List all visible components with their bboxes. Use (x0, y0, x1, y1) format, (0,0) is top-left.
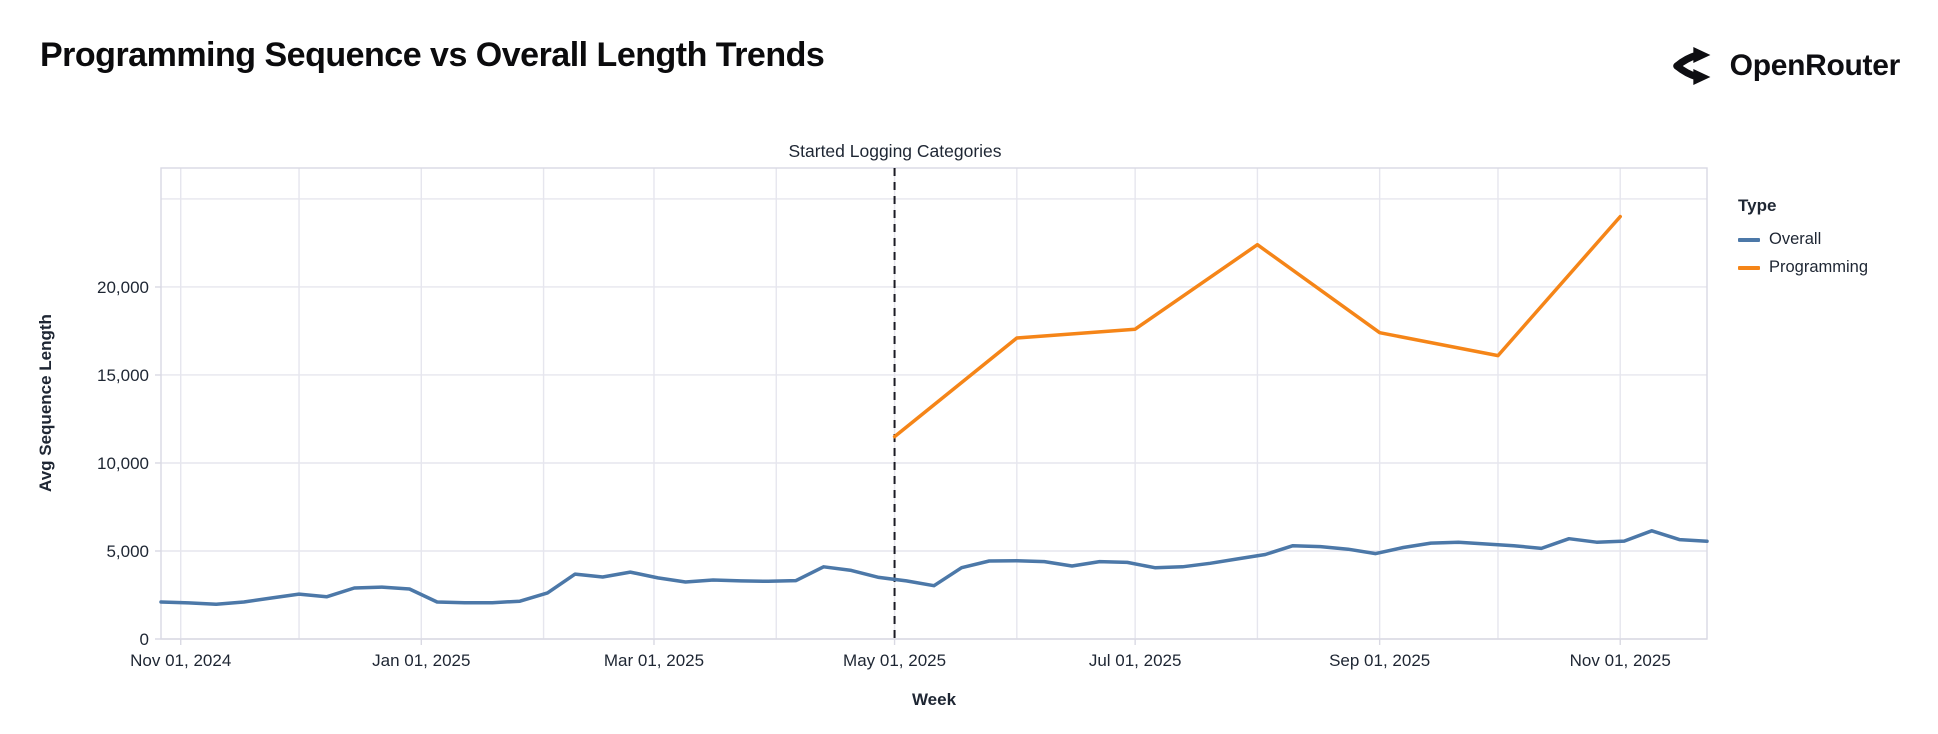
legend-item-programming: Programming (1738, 258, 1868, 277)
legend: Type Overall Programming (1738, 196, 1868, 286)
brand: OpenRouter (1670, 44, 1900, 88)
legend-item-overall: Overall (1738, 230, 1868, 249)
y-tick-label: 15,000 (97, 366, 149, 385)
legend-label-overall: Overall (1769, 230, 1822, 248)
programming-line-swatch (1738, 265, 1760, 270)
x-tick-label: May 01, 2025 (843, 651, 946, 670)
y-tick-label: 20,000 (97, 278, 149, 297)
programming-series-line (892, 214, 1622, 439)
x-tick-label: Sep 01, 2025 (1329, 651, 1430, 670)
y-axis-title: Avg Sequence Length (36, 314, 55, 492)
x-tick-label: Nov 01, 2024 (130, 651, 231, 670)
x-tick-label: Nov 01, 2025 (1570, 651, 1671, 670)
x-tick-label: Jan 01, 2025 (372, 651, 470, 670)
page-title: Programming Sequence vs Overall Length T… (40, 36, 825, 74)
x-axis-title: Week (911, 690, 957, 709)
plot-border (160, 167, 1708, 640)
y-tick-label: 0 (140, 630, 149, 649)
annotation-label: Started Logging Categories (788, 141, 1002, 161)
x-tick-label: Mar 01, 2025 (604, 651, 704, 670)
openrouter-logo-icon (1672, 46, 1711, 86)
y-tick-label: 5,000 (106, 542, 149, 561)
x-tick-label: Jul 01, 2025 (1089, 651, 1182, 670)
overall-line-swatch (1738, 237, 1760, 242)
legend-label-programming: Programming (1769, 258, 1869, 276)
legend-title: Type (1738, 196, 1777, 215)
brand-name: OpenRouter (1729, 49, 1901, 82)
y-tick-label: 10,000 (97, 454, 149, 473)
overall-series-line (159, 529, 1709, 606)
